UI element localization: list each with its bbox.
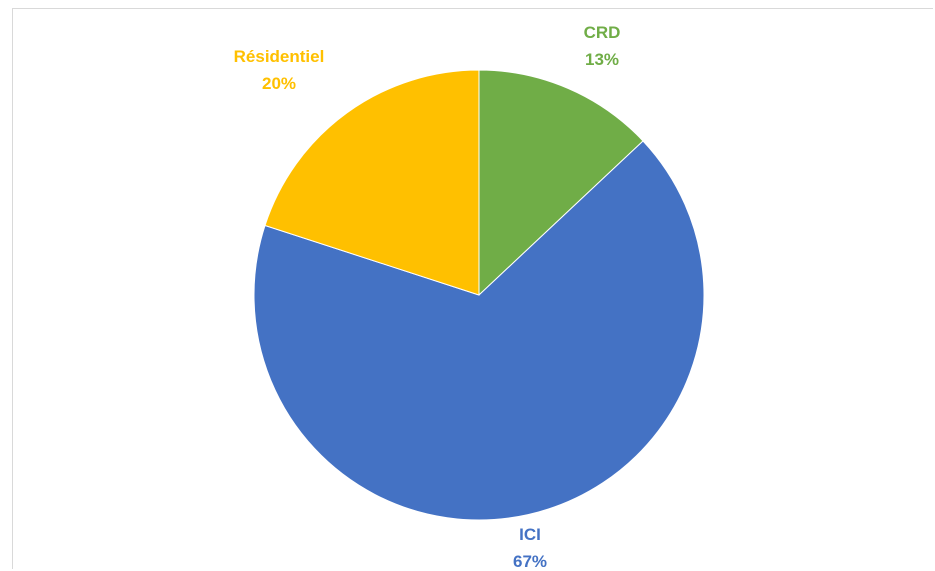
pie-slice-residentiel [264, 69, 480, 296]
data-label-category-residentiel: Résidentiel [234, 47, 325, 66]
pie-slice-ici [253, 140, 705, 521]
data-label-category-ici: ICI [519, 525, 541, 544]
data-label-value-crd: 13% [585, 50, 619, 69]
pie-data-labels: CRD 13% ICI 67% Résidentiel 20% [234, 23, 621, 571]
data-label-value-ici: 67% [513, 552, 547, 571]
data-label-category-crd: CRD [584, 23, 621, 42]
pie-slice-crd [478, 69, 644, 297]
pie-slices [253, 69, 705, 521]
data-label-value-residentiel: 20% [262, 74, 296, 93]
